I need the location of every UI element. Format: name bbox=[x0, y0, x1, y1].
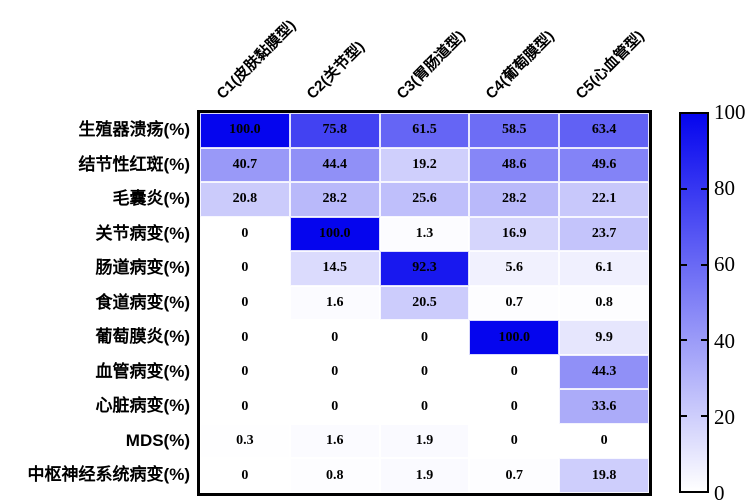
heatmap-cell: 40.7 bbox=[200, 147, 290, 183]
heatmap-cell: 33.6 bbox=[559, 389, 649, 424]
heatmap-cell: 19.8 bbox=[559, 458, 649, 493]
colorbar-tick bbox=[701, 339, 707, 342]
heatmap-cell: 0.7 bbox=[469, 285, 560, 321]
heatmap-cell: 0 bbox=[200, 458, 290, 493]
heatmap-cell: 0 bbox=[200, 216, 290, 252]
heatmap-cell: 48.6 bbox=[469, 147, 560, 183]
colorbar-tick-label: 40 bbox=[714, 328, 735, 353]
colorbar-tick-label: 60 bbox=[714, 252, 735, 277]
column-header: C3(胃肠道型) bbox=[393, 27, 469, 103]
heatmap-cell: 58.5 bbox=[469, 113, 560, 148]
row-label: MDS(%) bbox=[125, 430, 190, 450]
heatmap-cell: 44.3 bbox=[559, 354, 649, 390]
heatmap-cell: 6.1 bbox=[559, 251, 649, 286]
heatmap-cell: 16.9 bbox=[469, 216, 560, 252]
colorbar-tick bbox=[681, 414, 687, 417]
colorbar-tick-label: 0 bbox=[714, 481, 725, 502]
row-label: 结节性红斑(%) bbox=[78, 154, 190, 174]
heatmap-cell: 0 bbox=[379, 354, 470, 390]
column-header: C2(关节型) bbox=[303, 38, 368, 103]
heatmap-cell: 1.9 bbox=[379, 458, 470, 493]
heatmap-cell: 100.0 bbox=[200, 113, 290, 148]
heatmap-cell: 28.2 bbox=[289, 182, 380, 217]
heatmap-cell: 5.6 bbox=[469, 251, 560, 286]
heatmap-cell: 0 bbox=[379, 320, 470, 355]
heatmap-cell: 22.1 bbox=[559, 182, 649, 217]
column-header: C1(皮肤黏膜型) bbox=[213, 16, 300, 103]
heatmap-cell: 63.4 bbox=[559, 113, 649, 148]
heatmap-cell: 0 bbox=[200, 389, 290, 424]
colorbar bbox=[679, 112, 709, 493]
heatmap-cell: 25.6 bbox=[379, 182, 470, 217]
heatmap-cell: 0.7 bbox=[469, 458, 560, 493]
heatmap-cell: 0 bbox=[200, 285, 290, 321]
heatmap-cell: 9.9 bbox=[559, 320, 649, 355]
colorbar-tick bbox=[681, 188, 687, 191]
heatmap-cell: 0 bbox=[200, 251, 290, 286]
heatmap-cell: 61.5 bbox=[379, 113, 470, 148]
heatmap-cell: 20.5 bbox=[379, 285, 470, 321]
heatmap-cell: 0.8 bbox=[289, 458, 380, 493]
colorbar-tick-label: 80 bbox=[714, 176, 735, 201]
heatmap-cell: 14.5 bbox=[289, 251, 380, 286]
row-label: 肠道病变(%) bbox=[95, 258, 190, 278]
heatmap-cell: 0 bbox=[469, 354, 560, 390]
colorbar-tick bbox=[701, 188, 707, 191]
heatmap-cell: 0.8 bbox=[559, 285, 649, 321]
heatmap-cell: 0 bbox=[289, 389, 380, 424]
colorbar-tick bbox=[681, 339, 687, 342]
heatmap-cell: 0 bbox=[289, 320, 380, 355]
heatmap-cell: 0 bbox=[469, 389, 560, 424]
heatmap-cell: 20.8 bbox=[200, 182, 290, 217]
heatmap-cell: 75.8 bbox=[289, 113, 380, 148]
row-label: 关节病变(%) bbox=[95, 223, 190, 243]
column-header: C5(心血管型) bbox=[572, 27, 648, 103]
heatmap-cell: 0 bbox=[200, 354, 290, 390]
heatmap-cell: 1.6 bbox=[289, 285, 380, 321]
heatmap-cell: 1.3 bbox=[379, 216, 470, 252]
row-label: 中枢神经系统病变(%) bbox=[27, 465, 190, 485]
row-label: 生殖器溃疡(%) bbox=[78, 120, 190, 139]
heatmap-cell: 100.0 bbox=[289, 216, 380, 252]
row-label: 食道病变(%) bbox=[95, 292, 190, 312]
heatmap-cell: 28.2 bbox=[469, 182, 560, 217]
row-label: 心脏病变(%) bbox=[95, 396, 190, 416]
heatmap-grid: 100.0 75.8 61.5 58.5 63.4 40.7 44.4 19.2 48.6 49.… bbox=[197, 110, 652, 496]
colorbar-tick bbox=[681, 263, 687, 266]
row-label: 葡萄膜炎(%) bbox=[95, 327, 190, 347]
colorbar-tick-label: 20 bbox=[714, 404, 735, 429]
heatmap-cell: 0 bbox=[200, 320, 290, 355]
heatmap-cell: 0 bbox=[559, 423, 649, 459]
colorbar-tick bbox=[701, 263, 707, 266]
heatmap-cell: 100.0 bbox=[469, 320, 560, 355]
heatmap-cell: 19.2 bbox=[379, 147, 470, 183]
heatmap-cell: 0 bbox=[379, 389, 470, 424]
colorbar-tick-label: 100 bbox=[714, 100, 746, 124]
colorbar-tick bbox=[701, 414, 707, 417]
column-header: C4(葡萄膜型) bbox=[482, 27, 558, 103]
heatmap-cell: 23.7 bbox=[559, 216, 649, 252]
heatmap-cell: 1.9 bbox=[379, 423, 470, 459]
heatmap-cell: 49.6 bbox=[559, 147, 649, 183]
heatmap-cell: 92.3 bbox=[379, 251, 470, 286]
heatmap-cell: 0 bbox=[469, 423, 560, 459]
heatmap-cell: 0.3 bbox=[200, 423, 290, 459]
heatmap-cell: 44.4 bbox=[289, 147, 380, 183]
heatmap-cell: 0 bbox=[289, 354, 380, 390]
row-label: 毛囊炎(%) bbox=[112, 189, 190, 209]
row-label: 血管病变(%) bbox=[95, 361, 190, 381]
heatmap-cell: 1.6 bbox=[289, 423, 380, 459]
